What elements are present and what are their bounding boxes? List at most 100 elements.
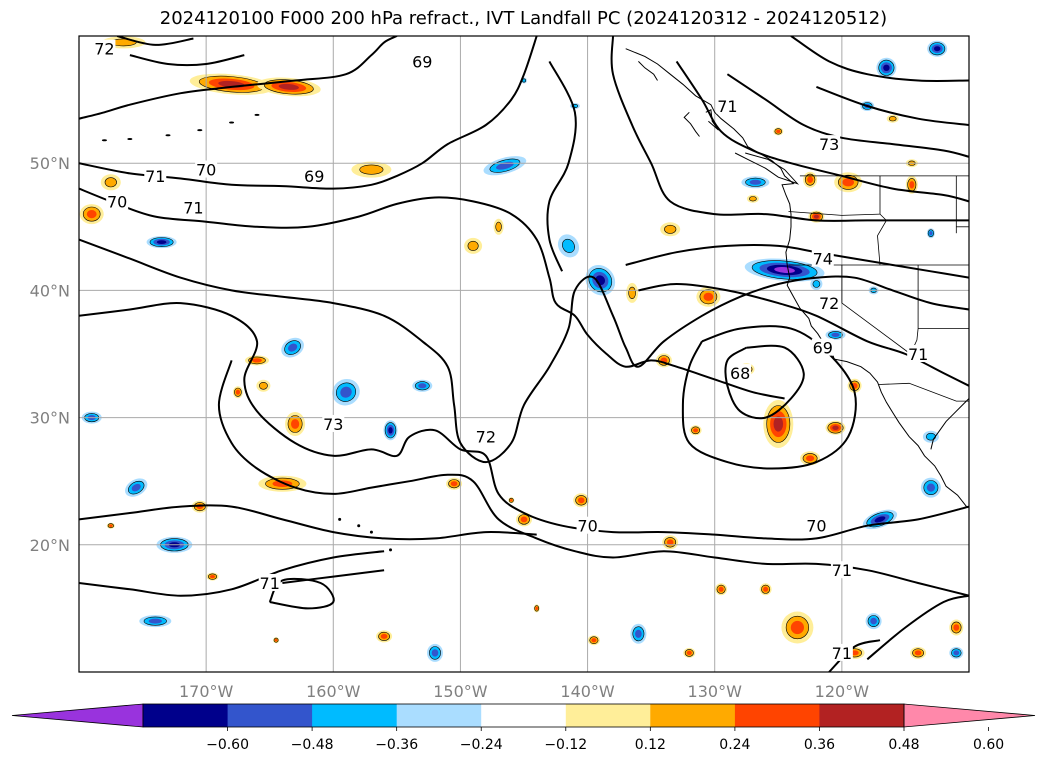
ivt-anomaly-patch [876, 57, 897, 78]
ivt-anomaly-patch [232, 386, 243, 399]
ivt-anomaly-patch [146, 236, 177, 249]
refractivity-contour [675, 60, 969, 203]
contour-label-bg [93, 39, 116, 57]
ivt-level [577, 497, 585, 504]
ivt-anomaly-patch [662, 535, 679, 550]
ivt-anomaly-patch [557, 234, 580, 258]
ivt-anomaly-patch [256, 379, 271, 392]
coastline [638, 61, 658, 81]
contour-label: 71 [832, 644, 852, 663]
ivt-anomaly-patch [660, 222, 681, 237]
ivt-level [287, 343, 298, 352]
ivt-anomaly-patch [759, 583, 772, 596]
ivt-anomaly-patch [125, 478, 148, 497]
contour-label-bg [716, 96, 739, 114]
longitude-labels: 170°W 160°W 150°W 140°W 130°W 120°W [179, 682, 869, 701]
ivt-level [628, 286, 636, 299]
ivt-level [790, 620, 804, 635]
colorbar-bin [481, 704, 567, 727]
refractivity-contour [638, 283, 969, 387]
contour-label-bg [818, 294, 841, 312]
ivt-anomaly-patch [100, 174, 121, 191]
ivt-anomaly-patch [741, 176, 770, 189]
colorbar-bin [227, 704, 313, 727]
ivt-anomaly-patch [483, 156, 527, 176]
ivt-anomaly-patch [533, 604, 540, 613]
ivt-anomaly-patch [464, 237, 483, 254]
ivt-anomaly-patch [781, 611, 814, 644]
refractivity-contour [79, 36, 398, 120]
ivt-anomaly-patch [573, 493, 590, 508]
ivt-anomaly-patch [922, 430, 939, 443]
graticule [79, 36, 969, 672]
ivt-level [888, 116, 897, 122]
ivt-anomaly-patch [905, 175, 918, 194]
refractivity-contour [79, 504, 537, 541]
colorbar-tick-label: 0.24 [719, 737, 750, 753]
colorbar-bin [650, 704, 736, 727]
ivt-level [258, 381, 268, 390]
ivt-anomaly-patch [427, 643, 443, 662]
contour-label: 71 [145, 167, 165, 186]
contour-label: 70 [806, 517, 826, 536]
refractivity-contour [828, 639, 881, 672]
hawaii-island [357, 524, 361, 528]
refractivity-contour [79, 550, 385, 597]
aleutian-island [229, 121, 235, 124]
ivt-level [776, 129, 781, 133]
map-frame [78, 35, 970, 673]
ivt-anomaly-patch [800, 451, 821, 466]
refractivity-contours [79, 36, 969, 672]
ivt-level [235, 389, 240, 395]
contour-label: 72 [819, 294, 839, 313]
political-border [878, 382, 969, 402]
ivt-level [252, 358, 262, 363]
contour-labels: 72 69 71 70 70 71 69 71 73 74 72 69 71 68 73 72 70 70 71 71… [93, 39, 930, 663]
contour-label-bg [474, 427, 497, 445]
contour-label-bg [830, 561, 853, 579]
refractivity-contour [546, 60, 577, 272]
ivt-level [870, 617, 877, 625]
ivt-anomaly-patch [763, 400, 794, 448]
ivt-anomaly-patch [825, 420, 846, 435]
contour-label: 72 [94, 40, 114, 59]
ivt-level [495, 221, 502, 232]
ivt-level [510, 499, 513, 502]
ivt-anomaly-patch [587, 635, 600, 646]
longitude-label: 120°W [815, 682, 870, 701]
ivt-level [929, 231, 933, 236]
refractivity-contour [79, 238, 969, 464]
ivt-level [909, 181, 915, 189]
ivt-anomaly-patch [920, 477, 941, 498]
ivt-level [340, 386, 352, 398]
ivt-anomaly-patch [273, 637, 280, 644]
colorbar-bin [312, 704, 398, 727]
ivt-level [131, 483, 141, 492]
contour-label: 73 [819, 135, 839, 154]
coastline [734, 152, 800, 185]
aleutian-island [101, 139, 107, 142]
contour-label: 71 [183, 199, 203, 218]
political-border [841, 265, 911, 355]
ivt-anomaly-patch [383, 420, 398, 441]
colorbar-bin [819, 704, 905, 727]
colorbar-bin [396, 704, 482, 727]
colorbar-tick-label: 0.12 [635, 737, 666, 753]
political-border [788, 211, 881, 216]
colorbar-tick-label: −0.24 [460, 737, 503, 753]
contour-label: 69 [813, 339, 833, 358]
colorbar-tick-label: −0.36 [375, 737, 418, 753]
contour-label: 73 [323, 415, 343, 434]
ivt-level [635, 629, 642, 638]
ivt-anomaly-patch [493, 218, 504, 235]
ivt-level [291, 419, 300, 429]
ivt-anomaly-patch [825, 329, 846, 340]
colorbar: −0.60 −0.48 −0.36 −0.24 −0.12 0.12 0.24 0.36 0.4… [11, 703, 1036, 753]
refractivity-contour [217, 360, 969, 597]
ivt-level [953, 624, 960, 631]
contour-label-bg [411, 52, 434, 70]
contour-label: 72 [476, 428, 496, 447]
ivt-level [86, 210, 97, 219]
ivt-level [883, 64, 890, 71]
coastline [625, 48, 967, 507]
